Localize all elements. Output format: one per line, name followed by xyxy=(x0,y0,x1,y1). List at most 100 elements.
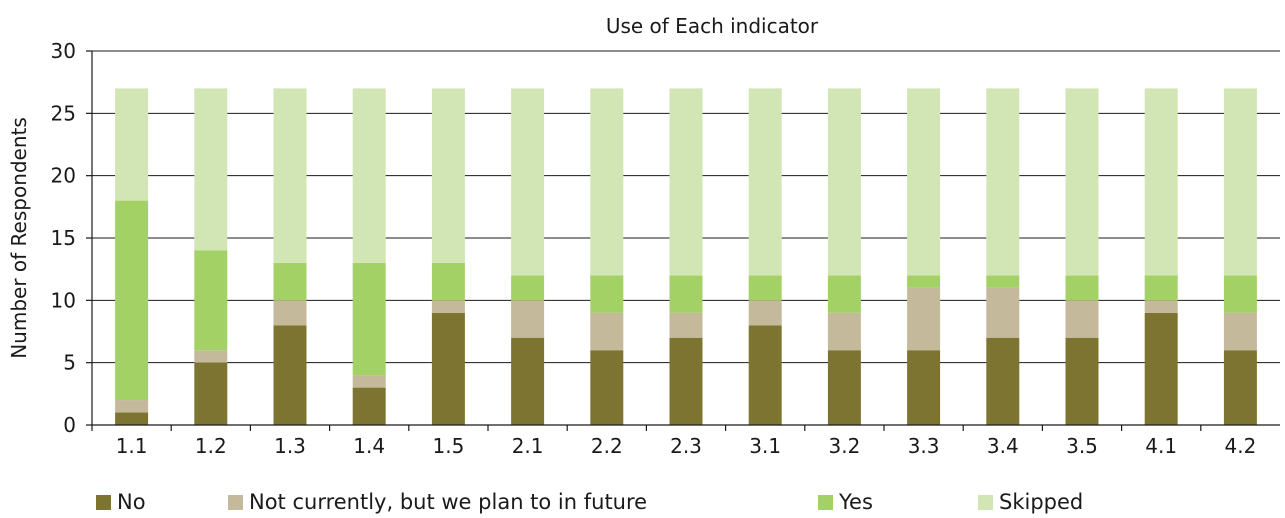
bar-segment-1-5-not xyxy=(431,300,465,313)
bar-segment-1-3-skipped xyxy=(273,88,307,263)
legend-label-skipped: Skipped xyxy=(999,490,1084,514)
chart-title: Use of Each indicator xyxy=(606,14,819,38)
x-tick-label: 4.1 xyxy=(1145,434,1177,458)
bar-segment-3-5-not xyxy=(1065,300,1099,338)
bars xyxy=(115,88,1257,425)
bar-segment-3-5-yes xyxy=(1065,275,1099,301)
bar-segment-2-2-no xyxy=(590,350,624,425)
legend-swatch-planned xyxy=(228,494,243,510)
bar-segment-1-2-no xyxy=(194,362,228,425)
x-tick-label: 3.5 xyxy=(1066,434,1098,458)
x-tick-label: 2.1 xyxy=(512,434,544,458)
bar-segment-3-3-not xyxy=(907,287,941,351)
x-tick-label: 4.2 xyxy=(1224,434,1256,458)
bar-segment-1-2-skipped xyxy=(194,88,228,251)
bar-segment-3-1-skipped xyxy=(748,88,782,276)
bar-segment-2-2-yes xyxy=(590,275,624,313)
bar-segment-1-4-no xyxy=(352,387,386,425)
bar-segment-1-5-no xyxy=(431,312,465,425)
bar-segment-1-1-no xyxy=(115,412,149,425)
bar-segment-3-2-skipped xyxy=(827,88,861,276)
bar-segment-4-2-not xyxy=(1223,312,1257,351)
bar-segment-1-5-skipped xyxy=(431,88,465,263)
x-tick-label: 3.3 xyxy=(908,434,940,458)
bar-segment-3-4-not xyxy=(986,287,1020,338)
legend-item-yes: Yes xyxy=(818,490,873,514)
x-tick-label: 1.3 xyxy=(274,434,306,458)
bar-segment-1-2-yes xyxy=(194,250,228,351)
bar-segment-2-3-skipped xyxy=(669,88,703,276)
bar-segment-1-1-not xyxy=(115,400,149,413)
bar-segment-1-1-skipped xyxy=(115,88,149,201)
legend-swatch-yes xyxy=(818,494,833,510)
bar-segment-1-3-yes xyxy=(273,262,307,301)
bar-segment-3-3-yes xyxy=(907,275,941,288)
bar-segment-3-3-no xyxy=(907,350,941,425)
bar-segment-1-5-yes xyxy=(431,262,465,301)
bar-segment-3-5-no xyxy=(1065,337,1099,425)
bar-segment-2-1-yes xyxy=(511,275,545,301)
bar-segment-3-2-not xyxy=(827,312,861,351)
legend-label-no: No xyxy=(117,490,146,514)
x-tick-label: 2.3 xyxy=(670,434,702,458)
x-tick-label: 1.5 xyxy=(432,434,464,458)
bar-segment-4-1-not xyxy=(1144,300,1178,313)
bar-segment-1-2-not xyxy=(194,350,228,363)
bar-segment-3-4-yes xyxy=(986,275,1020,288)
x-tick-label: 3.1 xyxy=(749,434,781,458)
bar-segment-1-3-not xyxy=(273,300,307,326)
y-tick-label: 15 xyxy=(51,226,76,250)
bar-segment-4-2-yes xyxy=(1223,275,1257,313)
y-axis-ticks: 0 5 10 15 20 25 30 xyxy=(51,39,92,437)
bar-segment-3-3-skipped xyxy=(907,88,941,276)
bar-segment-3-2-no xyxy=(827,350,861,425)
legend-item-skipped: Skipped xyxy=(978,490,1083,514)
x-axis-ticks: 1.1 1.2 1.3 1.4 1.5 2.1 2.2 2.3 3.1 3.2 3.3 3.4 3.5 4… xyxy=(91,425,1256,458)
legend-swatch-no xyxy=(96,494,111,510)
legend-item-no: No xyxy=(96,490,146,514)
bar-segment-2-2-not xyxy=(590,312,624,351)
legend: No Not currently, but we plan to in futu… xyxy=(0,490,1285,518)
bar-segment-3-5-skipped xyxy=(1065,88,1099,276)
bar-segment-1-4-skipped xyxy=(352,88,386,263)
x-tick-label: 1.1 xyxy=(116,434,148,458)
bar-segment-3-1-yes xyxy=(748,275,782,301)
bar-segment-4-1-skipped xyxy=(1144,88,1178,276)
x-tick-label: 3.2 xyxy=(828,434,860,458)
legend-label-planned: Not currently, but we plan to in future xyxy=(249,490,648,514)
legend-label-yes: Yes xyxy=(839,490,873,514)
y-tick-label: 5 xyxy=(63,351,76,375)
bar-segment-3-2-yes xyxy=(827,275,861,313)
bar-segment-1-1-yes xyxy=(115,200,149,401)
bar-segment-1-4-yes xyxy=(352,262,386,376)
y-tick-label: 25 xyxy=(51,101,76,125)
bar-segment-2-2-skipped xyxy=(590,88,624,276)
y-tick-label: 20 xyxy=(51,164,76,188)
bar-segment-3-4-skipped xyxy=(986,88,1020,276)
x-tick-label: 2.2 xyxy=(591,434,623,458)
y-axis-label: Number of Respondents xyxy=(7,117,31,359)
y-tick-label: 0 xyxy=(63,413,76,437)
bar-segment-2-1-no xyxy=(511,337,545,425)
bar-segment-2-3-yes xyxy=(669,275,703,313)
bar-segment-1-3-no xyxy=(273,325,307,425)
stacked-bar-chart: Use of Each indicator Number of Responde… xyxy=(7,14,1280,458)
bar-segment-4-2-no xyxy=(1223,350,1257,425)
x-tick-label: 1.2 xyxy=(195,434,227,458)
bar-segment-2-3-no xyxy=(669,337,703,425)
bar-segment-3-1-not xyxy=(748,300,782,326)
bar-segment-2-1-skipped xyxy=(511,88,545,276)
bar-segment-4-1-yes xyxy=(1144,275,1178,301)
legend-swatch-skipped xyxy=(978,494,993,510)
bar-segment-4-1-no xyxy=(1144,312,1178,425)
legend-item-planned: Not currently, but we plan to in future xyxy=(228,490,647,514)
bar-segment-3-1-no xyxy=(748,325,782,425)
bar-segment-2-1-not xyxy=(511,300,545,338)
x-tick-label: 3.4 xyxy=(987,434,1019,458)
bar-segment-2-3-not xyxy=(669,312,703,338)
x-tick-label: 1.4 xyxy=(353,434,385,458)
y-tick-label: 10 xyxy=(51,288,76,312)
bar-segment-3-4-no xyxy=(986,337,1020,425)
y-tick-label: 30 xyxy=(51,39,76,63)
bar-segment-1-4-not xyxy=(352,375,386,388)
